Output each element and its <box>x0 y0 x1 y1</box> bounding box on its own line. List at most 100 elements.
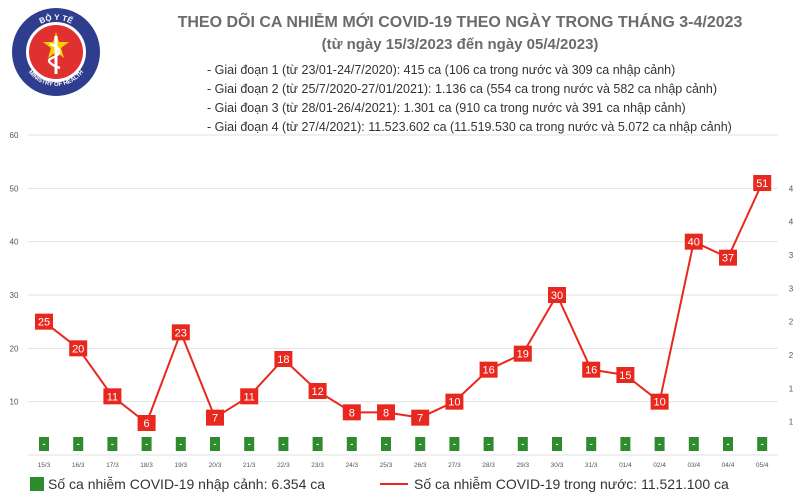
imported-bar-label: - <box>658 439 661 449</box>
imported-bar <box>107 437 118 451</box>
imported-bar <box>210 437 220 451</box>
legend-domestic-label: Số ca nhiễm COVID-19 trong nước: 11.521.… <box>414 476 729 492</box>
domestic-data-label: 12 <box>311 386 323 398</box>
imported-bar-label: - <box>179 439 182 449</box>
domestic-point-marker <box>548 287 566 303</box>
domestic-point-marker <box>171 324 190 341</box>
domestic-data-label: 6 <box>144 418 150 430</box>
domestic-data-label: 16 <box>482 365 494 377</box>
imported-bar-label: - <box>145 439 148 449</box>
x-tick-label: 23/3 <box>311 462 324 469</box>
imported-bar <box>73 437 84 451</box>
imported-bar <box>449 437 460 451</box>
domestic-point-marker <box>240 388 259 405</box>
x-tick-label: 03/4 <box>687 462 700 469</box>
x-tick-label: 28/3 <box>482 462 495 469</box>
phase-4-text: - Giai đoạn 4 (từ 27/4/2021): 11.523.602… <box>207 120 732 134</box>
domestic-point-marker <box>274 351 293 367</box>
domestic-point-marker <box>582 361 601 378</box>
phase-3-text: - Giai đoạn 3 (từ 28/01-26/4/2021): 1.30… <box>207 101 686 115</box>
y-right-tick-label: 2 <box>789 351 794 360</box>
imported-bar-label: - <box>282 439 285 449</box>
imported-bar-label: - <box>453 439 456 449</box>
imported-bar-label: - <box>385 439 388 449</box>
domestic-data-label: 37 <box>722 253 734 265</box>
imported-bar-label: - <box>77 439 80 449</box>
x-tick-label: 27/3 <box>448 462 461 469</box>
domestic-data-label: 40 <box>688 237 700 249</box>
x-tick-label: 16/3 <box>72 462 85 469</box>
svg-text:BỘ Y TẾ: BỘ Y TẾ <box>38 13 75 26</box>
x-tick-label: 18/3 <box>140 462 153 469</box>
domestic-data-label: 23 <box>175 327 187 339</box>
phase-summary-list: - Giai đoạn 1 (từ 23/01-24/7/2020): 415 … <box>207 61 732 137</box>
imported-bar <box>483 437 494 451</box>
domestic-point-marker <box>103 388 122 405</box>
logo-top-text: BỘ Y TẾ <box>38 13 75 26</box>
x-tick-label: 24/3 <box>345 462 358 469</box>
domestic-point-marker <box>445 393 464 410</box>
chart-subtitle: (từ ngày 15/3/2023 đến ngày 05/4/2023) <box>321 36 599 53</box>
domestic-data-label: 7 <box>417 413 423 425</box>
y-left-tick-label: 50 <box>10 184 19 193</box>
domestic-data-label: 19 <box>517 349 529 361</box>
x-tick-label: 17/3 <box>106 462 119 469</box>
domestic-data-label: 8 <box>383 407 389 419</box>
imported-bar <box>278 437 289 451</box>
domestic-data-label: 10 <box>653 397 665 409</box>
legend-line-swatch <box>380 483 408 485</box>
domestic-point-marker <box>411 409 430 426</box>
domestic-point-marker <box>684 233 703 250</box>
x-tick-label: 22/3 <box>277 462 290 469</box>
imported-bar-label: - <box>727 439 730 449</box>
imported-bar-label: - <box>316 439 319 449</box>
x-tick-label: 31/3 <box>585 462 598 469</box>
domestic-point-marker <box>479 361 498 378</box>
domestic-series-line <box>43 182 764 424</box>
domestic-point-marker <box>69 340 88 357</box>
domestic-point-marker <box>753 175 772 191</box>
imported-bar <box>312 437 323 451</box>
chart-title: THEO DÕI CA NHIỄM MỚI COVID-19 THEO NGÀY… <box>177 14 743 31</box>
domestic-point-marker <box>650 393 669 410</box>
imported-bar-label: - <box>590 439 593 449</box>
domestic-data-label: 16 <box>585 365 597 377</box>
imported-bar-label: - <box>111 439 114 449</box>
domestic-data-label: 18 <box>277 354 289 366</box>
imported-bar-label: - <box>248 439 251 449</box>
imported-bar <box>415 437 426 451</box>
domestic-data-label: 11 <box>243 391 254 403</box>
domestic-data-label: 11 <box>107 391 118 403</box>
domestic-data-label: 51 <box>756 178 768 190</box>
x-tick-label: 21/3 <box>243 462 256 469</box>
domestic-point-marker <box>377 404 395 421</box>
imported-bar <box>620 437 631 451</box>
imported-bar-label: - <box>692 439 695 449</box>
imported-bar <box>39 437 49 451</box>
imported-bar-label: - <box>624 439 627 449</box>
domestic-point-marker <box>35 313 53 330</box>
y-right-tick-label: 2 <box>789 318 794 327</box>
x-tick-label: 01/4 <box>619 462 632 469</box>
x-tick-label: 26/3 <box>414 462 427 469</box>
imported-bar <box>517 437 528 451</box>
y-right-tick-label: 4 <box>789 218 794 227</box>
imported-bar-label: - <box>43 439 46 449</box>
x-tick-label: 30/3 <box>551 462 564 469</box>
imported-bar <box>757 437 768 451</box>
y-right-tick-label: 3 <box>789 251 794 260</box>
x-tick-label: 29/3 <box>516 462 529 469</box>
domestic-point-marker <box>616 367 635 383</box>
x-tick-label: 25/3 <box>380 462 393 469</box>
imported-bar-label: - <box>556 439 559 449</box>
y-left-tick-label: 20 <box>10 344 19 353</box>
y-left-tick-label: 10 <box>10 398 19 407</box>
imported-bar <box>175 437 186 451</box>
domestic-data-label: 20 <box>72 343 84 355</box>
domestic-data-label: 7 <box>212 413 218 425</box>
imported-bar <box>586 437 597 451</box>
domestic-point-marker <box>513 345 532 362</box>
legend-bar-swatch <box>30 477 44 491</box>
domestic-point-marker <box>206 409 224 426</box>
x-tick-label: 05/4 <box>756 462 769 469</box>
